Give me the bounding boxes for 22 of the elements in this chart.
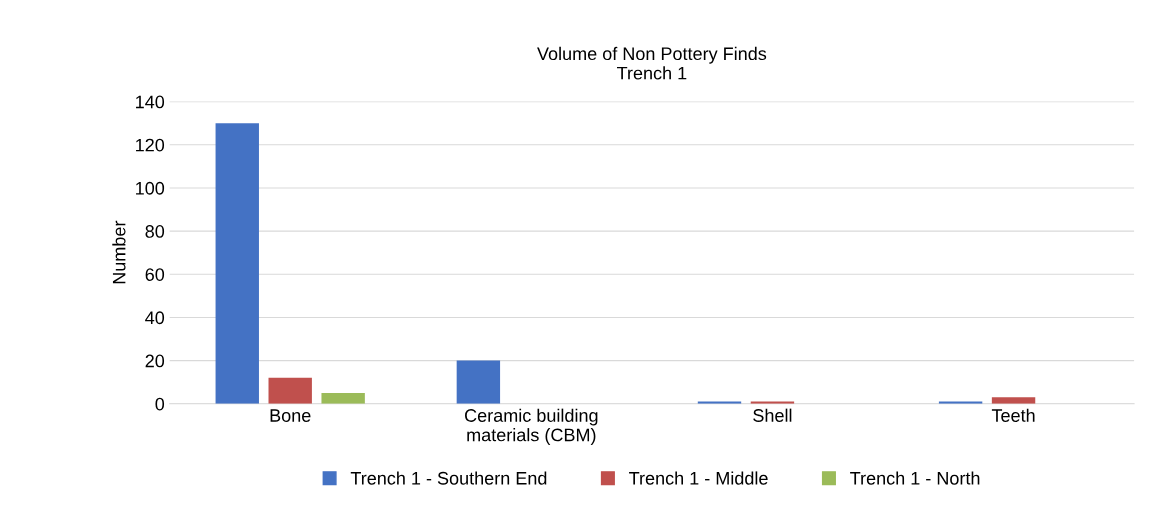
y-tick-label: 40 bbox=[145, 311, 165, 325]
y-tick-label: 20 bbox=[145, 354, 165, 368]
bar bbox=[215, 123, 259, 404]
legend-label: Trench 1 - North bbox=[850, 471, 980, 485]
y-tick-label: 0 bbox=[155, 397, 165, 411]
y-axis-title: Number bbox=[112, 220, 126, 284]
x-tick-label: Shell bbox=[753, 408, 792, 422]
y-tick-label: 60 bbox=[145, 268, 165, 281]
bar bbox=[268, 377, 312, 404]
legend-label: Trench 1 - Middle bbox=[629, 471, 768, 485]
legend-label: Trench 1 - Southern End bbox=[350, 471, 547, 485]
y-tick-label: 140 bbox=[136, 95, 165, 109]
chart-title: Volume of Non Pottery Finds Trench 1 bbox=[537, 46, 767, 80]
x-tick-label: Bone bbox=[270, 409, 311, 422]
bar bbox=[456, 360, 501, 404]
y-tick-label: 120 bbox=[136, 138, 165, 152]
x-tick-label: Teeth bbox=[991, 408, 1035, 422]
bar bbox=[321, 392, 365, 404]
y-tick-label: 100 bbox=[136, 181, 165, 195]
x-tick-label: Ceramic building materials (CBM) bbox=[465, 408, 598, 445]
bar bbox=[991, 397, 1036, 404]
y-tick-label: 80 bbox=[145, 225, 165, 238]
